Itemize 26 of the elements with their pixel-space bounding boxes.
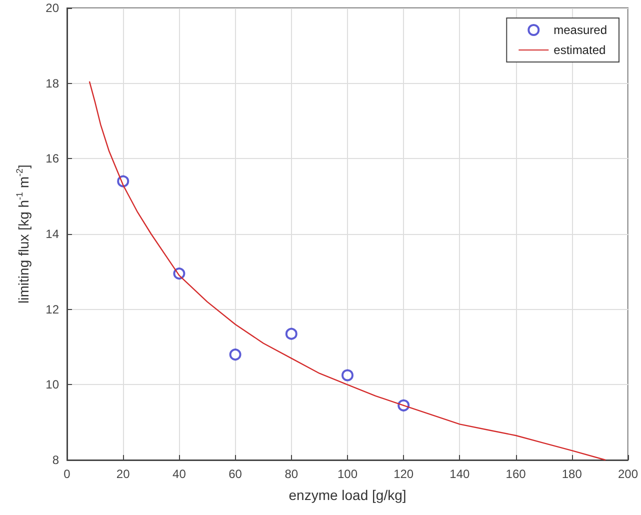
point — [285, 328, 298, 340]
x-tick-label: 60 — [228, 467, 242, 481]
legend-label: estimated — [554, 43, 606, 57]
x-axis-title: enzyme load [g/kg] — [288, 487, 406, 503]
y-axis-title: limiting flux [kg h-1 m-2] — [14, 164, 32, 304]
x-tick-label: 180 — [562, 467, 582, 481]
point — [229, 348, 242, 361]
x-tick-label: 200 — [618, 467, 638, 481]
y-tick-label: 20 — [46, 1, 60, 15]
x-tick-label: 120 — [394, 467, 414, 481]
y-tick-label: 10 — [46, 378, 60, 392]
y-tick-label: 16 — [46, 152, 60, 166]
legend-label: measured — [554, 23, 608, 37]
x-tick-label: 140 — [450, 467, 470, 481]
y-tick-label: 14 — [46, 227, 60, 241]
x-tick-label: 0 — [64, 467, 71, 481]
x-tick-label: 40 — [172, 467, 186, 481]
line-series — [88, 80, 606, 461]
x-tick-label: 160 — [506, 467, 526, 481]
y-tick-label: 8 — [52, 453, 60, 467]
y-tick-label: 18 — [46, 76, 60, 90]
x-tick-label: 100 — [337, 467, 358, 481]
y-tick-label: 12 — [46, 302, 60, 316]
x-tick-label: 80 — [284, 467, 298, 481]
point — [342, 369, 354, 382]
x-tick-label: 20 — [116, 467, 130, 481]
